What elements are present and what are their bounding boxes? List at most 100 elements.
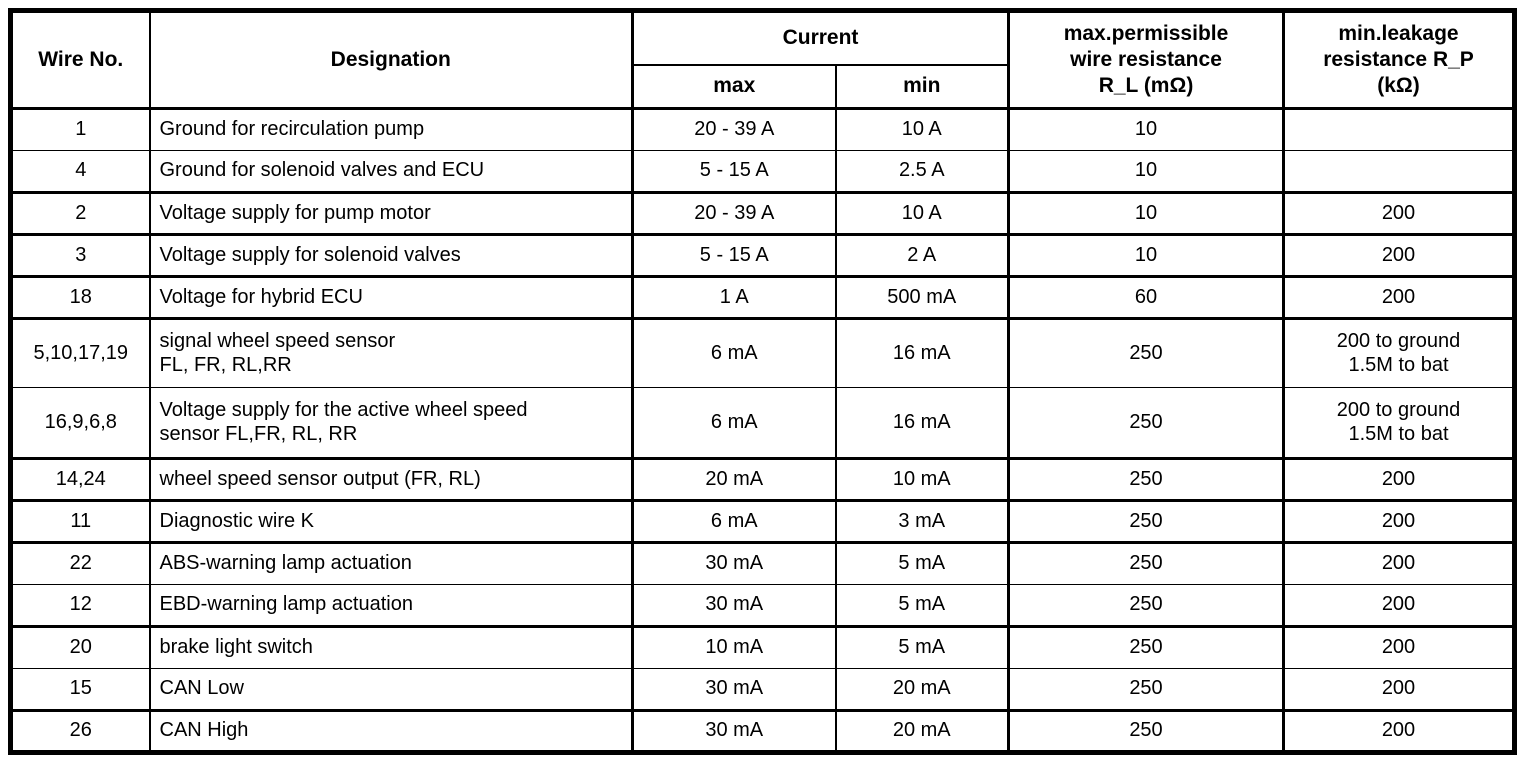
resistance-rp-cell xyxy=(1282,107,1515,151)
designation-cell: ABS-warning lamp actuation xyxy=(148,541,633,585)
wire-no-cell: 2 xyxy=(10,191,150,235)
resistance-rp-cell xyxy=(1282,150,1515,193)
designation-cell: Ground for solenoid valves and ECU xyxy=(148,150,633,193)
resistance-rp-cell: 200 xyxy=(1282,668,1515,711)
resistance-rl-cell: 250 xyxy=(1007,499,1284,543)
current-max-cell: 20 - 39 A xyxy=(631,191,836,235)
designation-cell: wheel speed sensor output (FR, RL) xyxy=(148,457,633,501)
current-max-cell: 1 A xyxy=(631,275,836,319)
table-row: 14,24 wheel speed sensor output (FR, RL)… xyxy=(10,457,1515,501)
current-min-cell: 3 mA xyxy=(834,499,1009,543)
table-row: 5,10,17,19 signal wheel speed sensor FL,… xyxy=(10,317,1515,388)
table-row: 11 Diagnostic wire K 6 mA 3 mA 250 200 xyxy=(10,499,1515,543)
resistance-rp-cell: 200 xyxy=(1282,233,1515,277)
wire-no-cell: 15 xyxy=(10,668,150,711)
current-min-cell: 10 mA xyxy=(834,457,1009,501)
current-max-cell: 30 mA xyxy=(631,584,836,627)
designation-cell: CAN Low xyxy=(148,668,633,711)
resistance-rp-cell: 200 xyxy=(1282,709,1515,753)
current-min-cell: 5 mA xyxy=(834,541,1009,585)
designation-cell: Voltage supply for solenoid valves xyxy=(148,233,633,277)
header-current: Current xyxy=(631,10,1009,65)
resistance-rl-cell: 250 xyxy=(1007,709,1284,753)
current-max-cell: 20 - 39 A xyxy=(631,107,836,151)
resistance-rl-cell: 10 xyxy=(1007,233,1284,277)
resistance-rl-cell: 250 xyxy=(1007,317,1284,388)
header-current-min: min xyxy=(834,63,1009,109)
table-row: 4 Ground for solenoid valves and ECU 5 -… xyxy=(10,150,1515,193)
resistance-rl-cell: 250 xyxy=(1007,387,1284,459)
resistance-rp-cell: 200 xyxy=(1282,499,1515,543)
wire-no-cell: 4 xyxy=(10,150,150,193)
resistance-rp-cell: 200 xyxy=(1282,457,1515,501)
current-max-cell: 6 mA xyxy=(631,499,836,543)
current-max-cell: 30 mA xyxy=(631,709,836,753)
resistance-rp-cell: 200 to ground 1.5M to bat xyxy=(1282,317,1515,388)
table-row: 1 Ground for recirculation pump 20 - 39 … xyxy=(10,107,1515,151)
current-min-cell: 16 mA xyxy=(834,317,1009,388)
wire-no-cell: 1 xyxy=(10,107,150,151)
current-max-cell: 5 - 15 A xyxy=(631,150,836,193)
resistance-rp-cell: 200 xyxy=(1282,584,1515,627)
current-max-cell: 30 mA xyxy=(631,668,836,711)
header-current-max: max xyxy=(631,63,836,109)
designation-cell: Ground for recirculation pump xyxy=(148,107,633,151)
wire-no-cell: 22 xyxy=(10,541,150,585)
designation-cell: Voltage supply for the active wheel spee… xyxy=(148,387,633,459)
resistance-rp-cell: 200 xyxy=(1282,625,1515,669)
current-min-cell: 20 mA xyxy=(834,668,1009,711)
designation-cell: Voltage supply for pump motor xyxy=(148,191,633,235)
current-min-cell: 16 mA xyxy=(834,387,1009,459)
resistance-rl-cell: 10 xyxy=(1007,107,1284,151)
table-row: 15 CAN Low 30 mA 20 mA 250 200 xyxy=(10,668,1515,711)
current-min-cell: 2.5 A xyxy=(834,150,1009,193)
table-row: 20 brake light switch 10 mA 5 mA 250 200 xyxy=(10,625,1515,669)
current-max-cell: 30 mA xyxy=(631,541,836,585)
resistance-rl-cell: 250 xyxy=(1007,584,1284,627)
current-max-cell: 10 mA xyxy=(631,625,836,669)
current-min-cell: 20 mA xyxy=(834,709,1009,753)
current-max-cell: 5 - 15 A xyxy=(631,233,836,277)
current-min-cell: 10 A xyxy=(834,191,1009,235)
wire-no-cell: 18 xyxy=(10,275,150,319)
resistance-rl-cell: 60 xyxy=(1007,275,1284,319)
current-min-cell: 5 mA xyxy=(834,625,1009,669)
current-min-cell: 500 mA xyxy=(834,275,1009,319)
wire-no-cell: 14,24 xyxy=(10,457,150,501)
designation-cell: Diagnostic wire K xyxy=(148,499,633,543)
wire-no-cell: 12 xyxy=(10,584,150,627)
designation-cell: signal wheel speed sensor FL, FR, RL,RR xyxy=(148,317,633,388)
table-row: 2 Voltage supply for pump motor 20 - 39 … xyxy=(10,191,1515,235)
resistance-rl-cell: 10 xyxy=(1007,191,1284,235)
table-row: 16,9,6,8 Voltage supply for the active w… xyxy=(10,387,1515,459)
table-body: 1 Ground for recirculation pump 20 - 39 … xyxy=(10,107,1515,753)
resistance-rl-cell: 250 xyxy=(1007,541,1284,585)
designation-cell: EBD-warning lamp actuation xyxy=(148,584,633,627)
table-header: Wire No. Designation Current max.permiss… xyxy=(11,10,1515,109)
resistance-rp-cell: 200 xyxy=(1282,275,1515,319)
table-row: 22 ABS-warning lamp actuation 30 mA 5 mA… xyxy=(10,541,1515,585)
wire-no-cell: 26 xyxy=(10,709,150,753)
wire-no-cell: 5,10,17,19 xyxy=(10,317,150,388)
current-max-cell: 20 mA xyxy=(631,457,836,501)
resistance-rl-cell: 250 xyxy=(1007,457,1284,501)
header-row-sub: max min xyxy=(11,63,1515,109)
header-row-top: Wire No. Designation Current max.permiss… xyxy=(11,10,1515,109)
wire-no-cell: 11 xyxy=(10,499,150,543)
resistance-rl-cell: 250 xyxy=(1007,668,1284,711)
resistance-rl-cell: 250 xyxy=(1007,625,1284,669)
resistance-rp-cell: 200 to ground 1.5M to bat xyxy=(1282,387,1515,459)
header-wire-no: Wire No. xyxy=(38,47,124,71)
wire-spec-table: Wire No. Designation Current max.permiss… xyxy=(8,8,1517,755)
current-min-cell: 2 A xyxy=(834,233,1009,277)
table-row: 18 Voltage for hybrid ECU 1 A 500 mA 60 … xyxy=(10,275,1515,319)
designation-cell: Voltage for hybrid ECU xyxy=(148,275,633,319)
resistance-rl-cell: 10 xyxy=(1007,150,1284,193)
header-designation: Designation xyxy=(148,10,633,109)
wire-no-cell: 20 xyxy=(10,625,150,669)
resistance-rp-cell: 200 xyxy=(1282,191,1515,235)
current-min-cell: 10 A xyxy=(834,107,1009,151)
header-resistance-rp: min.leakage resistance R_P (kΩ) xyxy=(1282,10,1515,109)
wire-no-cell: 16,9,6,8 xyxy=(10,387,150,459)
